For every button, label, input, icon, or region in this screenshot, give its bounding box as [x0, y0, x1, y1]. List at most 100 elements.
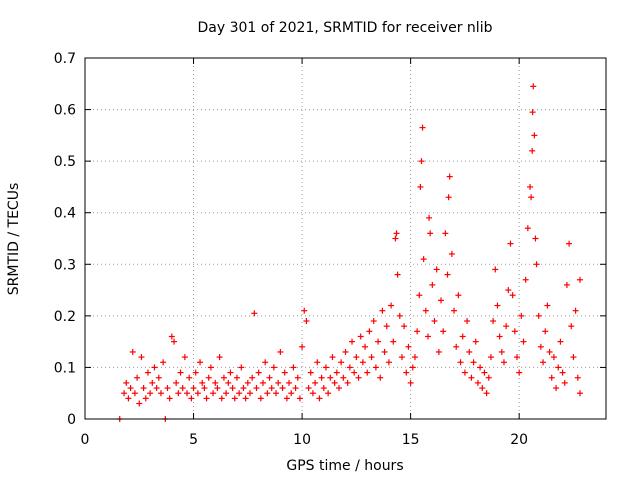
data-point [199, 379, 206, 386]
x-tick-label: 5 [189, 432, 198, 448]
data-point [281, 369, 288, 376]
y-tick-label: 0.3 [54, 257, 76, 273]
data-point [503, 323, 510, 330]
data-point [203, 395, 210, 402]
data-point [309, 390, 316, 397]
data-point [194, 390, 201, 397]
data-point [175, 390, 182, 397]
data-point [153, 385, 160, 392]
data-point [127, 385, 134, 392]
data-point [531, 132, 538, 139]
data-point [559, 369, 566, 376]
data-point [223, 390, 230, 397]
data-point [353, 354, 360, 361]
data-point [214, 385, 221, 392]
data-point [420, 256, 427, 263]
data-point [240, 385, 247, 392]
data-point [393, 230, 400, 237]
data-point [342, 348, 349, 355]
data-point [188, 395, 195, 402]
data-point [394, 271, 401, 278]
data-point [446, 173, 453, 180]
data-point [464, 318, 471, 325]
data-point [492, 266, 499, 273]
data-point [249, 374, 256, 381]
data-point [490, 318, 497, 325]
data-point [513, 354, 520, 361]
data-point [290, 364, 297, 371]
data-point [470, 359, 477, 366]
data-point [312, 379, 319, 386]
data-point [479, 385, 486, 392]
data-point [370, 318, 377, 325]
data-point [134, 374, 141, 381]
data-point [426, 214, 433, 221]
data-point [273, 390, 280, 397]
data-point [377, 374, 384, 381]
data-point [574, 374, 581, 381]
data-point [487, 354, 494, 361]
data-point [409, 364, 416, 371]
data-point [563, 281, 570, 288]
data-point [155, 374, 162, 381]
data-point [329, 354, 336, 361]
data-point [129, 348, 136, 355]
data-point [416, 292, 423, 299]
axis-ticks: 0 5 10 15 20 0 0.1 0.2 0.3 0.4 0.5 0.6 0.7 [54, 51, 606, 448]
data-point [255, 369, 262, 376]
data-point [331, 379, 338, 386]
data-point [131, 390, 138, 397]
data-point [242, 395, 249, 402]
data-point [305, 385, 312, 392]
data-point [270, 364, 277, 371]
data-point [244, 379, 251, 386]
data-point [349, 338, 356, 345]
data-point [438, 297, 445, 304]
data-point [268, 385, 275, 392]
data-point [227, 369, 234, 376]
data-point [375, 338, 382, 345]
data-point [422, 307, 429, 314]
data-point [533, 261, 540, 268]
data-point [553, 385, 560, 392]
data-point [435, 348, 442, 355]
data-point [201, 385, 208, 392]
data-point [257, 395, 264, 402]
data-point [570, 354, 577, 361]
data-point [212, 379, 219, 386]
y-tick-label: 0.6 [54, 103, 76, 119]
data-point [292, 385, 299, 392]
data-point [275, 379, 282, 386]
data-point [218, 395, 225, 402]
data-point [157, 390, 164, 397]
data-point [147, 390, 154, 397]
data-point [362, 343, 369, 350]
data-point [177, 369, 184, 376]
data-point [294, 374, 301, 381]
data-point [351, 369, 358, 376]
data-point [266, 374, 273, 381]
data-point [264, 390, 271, 397]
data-point [451, 307, 458, 314]
data-point [542, 328, 549, 335]
data-point [346, 364, 353, 371]
data-point [433, 266, 440, 273]
data-point [459, 333, 466, 340]
data-point [246, 390, 253, 397]
data-point [566, 240, 573, 247]
data-point [431, 318, 438, 325]
data-point [522, 276, 529, 283]
data-point [262, 359, 269, 366]
data-point [383, 323, 390, 330]
data-point [453, 343, 460, 350]
data-point [171, 338, 178, 345]
data-point [424, 333, 431, 340]
data-point [516, 369, 523, 376]
data-point [344, 379, 351, 386]
data-point [372, 364, 379, 371]
data-point [548, 374, 555, 381]
data-point [429, 281, 436, 288]
y-tick-label: 0.1 [54, 360, 76, 376]
data-point [216, 354, 223, 361]
